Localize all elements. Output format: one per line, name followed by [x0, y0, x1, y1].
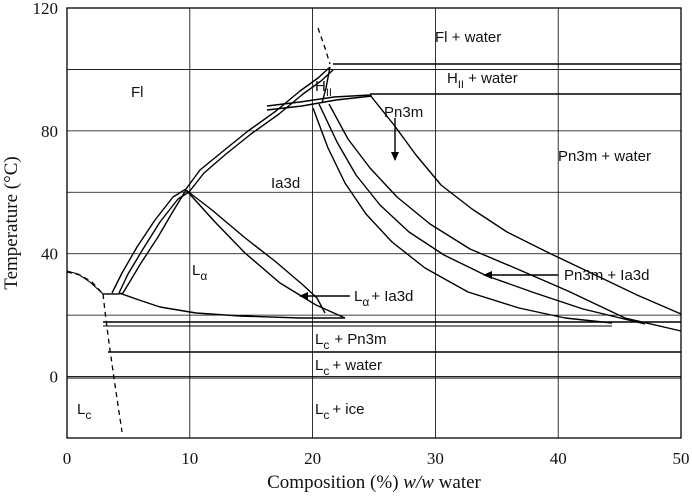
phase-boundaries [66, 27, 682, 433]
label-hii: HII [315, 78, 332, 99]
label-hii-sub: II [326, 87, 332, 99]
label-lc-water-sub: c [323, 364, 329, 378]
x-tick-label: 50 [673, 449, 690, 468]
x-tick-label: 0 [63, 449, 72, 468]
label-lc-water-rest: + water [332, 357, 382, 374]
label-hii-main: H [315, 78, 326, 95]
x-axis-title-main: Composition (%) [267, 472, 403, 493]
boundary-lalpha-upper [185, 189, 326, 314]
label-pn3m: Pn3m [384, 104, 423, 121]
boundary-fluid-upper-a [185, 66, 331, 190]
label-lc-ice-main: L [315, 401, 323, 418]
x-axis-title-end: water [434, 472, 482, 493]
label-fl: Fl [131, 84, 144, 101]
boundary-dashed-lc-lower [102, 293, 123, 433]
boundary-hii-lower-a [266, 94, 371, 107]
x-tick-label: 40 [550, 449, 567, 468]
boundary-ia3d-right-2 [318, 103, 646, 325]
label-pn3m-ia3d: Pn3m + Ia3d [564, 267, 649, 284]
label-lc-water-main: L [315, 357, 323, 374]
boundary-hii-right [321, 66, 331, 104]
grid [67, 8, 681, 438]
label-ia3d: Ia3d [271, 175, 300, 192]
phase-labels: Fl Fl + water HII HII + water Pn3m Pn3m … [77, 29, 651, 422]
boundary-dashed-lc-left [66, 270, 104, 295]
label-lalpha-main: L [192, 262, 200, 279]
label-lc-main: L [77, 401, 85, 418]
boundary-lalpha-lower [185, 189, 346, 319]
label-lc: Lc [77, 401, 91, 422]
boundary-ia3d-right-1 [312, 107, 613, 324]
label-lalpha-ia3d-main: L [354, 288, 362, 305]
boundary-hii-lower-b [266, 95, 373, 111]
x-tick-label: 10 [181, 449, 198, 468]
label-lc-ice: Lc + ice [315, 401, 364, 422]
boundary-fluid-upper-b [188, 69, 334, 193]
x-tick-labels: 0 10 20 30 40 50 [63, 449, 690, 468]
label-lc-pn3m-main: L [315, 331, 323, 348]
label-hii-water: HII + water [447, 70, 518, 91]
label-lalpha-ia3d-rest: + Ia3d [371, 288, 413, 305]
boundary-fluid-left-b [118, 191, 190, 294]
label-lalpha: Lα [192, 262, 207, 283]
y-axis-title: Temperature (°C) [1, 156, 22, 289]
label-hii-water-main: H [447, 70, 458, 87]
label-pn3m-water: Pn3m + water [558, 148, 651, 165]
boundary-pn3m-right-2 [369, 94, 682, 315]
label-lc-pn3m-sub: c [323, 338, 329, 352]
boundary-lalpha-left [118, 189, 187, 295]
label-hii-water-sub: II [458, 79, 464, 91]
label-lalpha-sub: α [200, 269, 207, 283]
x-tick-label: 30 [427, 449, 444, 468]
label-lalpha-ia3d-sub: α [362, 295, 369, 309]
y-tick-label: 80 [41, 122, 58, 141]
boundary-fluid-left-a [111, 188, 187, 294]
label-lc-pn3m: Lc + Pn3m [315, 331, 386, 352]
boundary-dashed-lc-upper [66, 271, 104, 295]
label-lalpha-ia3d: Lα + Ia3d [354, 288, 413, 309]
plot-frame [66, 7, 682, 439]
boundary-pn3m-right-1 [328, 103, 682, 332]
label-lc-water: Lc + water [315, 357, 382, 378]
label-lc-sub: c [85, 408, 91, 422]
y-tick-label: 40 [41, 245, 58, 264]
label-hii-water-rest: + water [464, 70, 518, 87]
x-tick-label: 20 [304, 449, 321, 468]
label-lc-ice-rest: + ice [332, 401, 364, 418]
x-axis-title-italic: w/w [403, 472, 434, 493]
x-axis-title: Composition (%) w/w water [267, 472, 481, 493]
y-tick-label: 120 [33, 0, 59, 18]
boundary-lalpha-bottom [118, 292, 345, 319]
label-fl-water: Fl + water [435, 29, 501, 46]
y-tick-labels: 0 40 80 120 [33, 0, 59, 387]
y-tick-label: 0 [50, 368, 59, 387]
label-lc-ice-sub: c [323, 408, 329, 422]
label-lc-pn3m-rest: + Pn3m [334, 331, 386, 348]
boundary-dashed-top [317, 27, 331, 65]
